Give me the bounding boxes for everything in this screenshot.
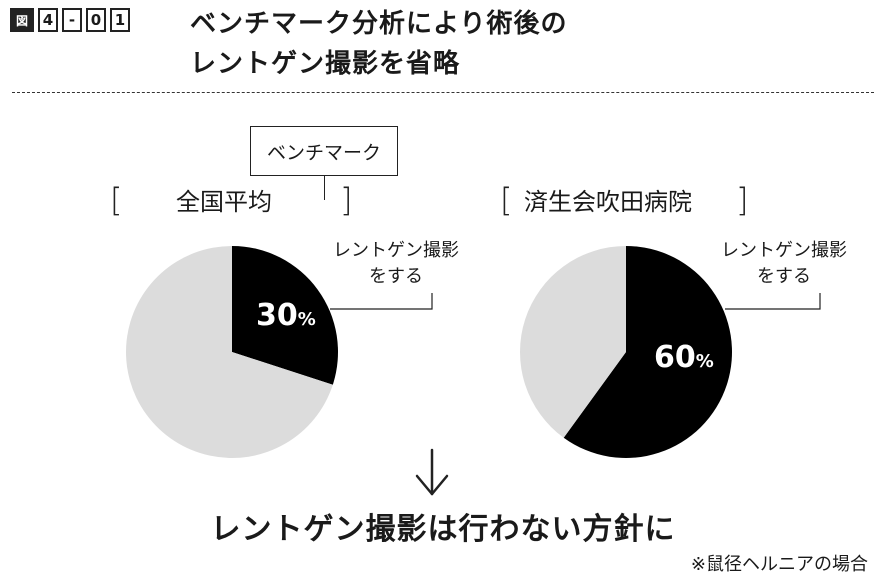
data-label-hospital: 60% — [654, 340, 714, 375]
figure-char: 0 — [86, 8, 106, 32]
leader-line-hospital — [725, 293, 821, 310]
chart-title-national: 全国平均 — [176, 188, 272, 216]
bracket-open: [ — [110, 181, 123, 219]
data-label-unit: % — [695, 351, 714, 372]
benchmark-connector — [324, 176, 325, 200]
chart-title-hospital: 済生会吹田病院 — [524, 188, 692, 216]
title-line-2: レントゲン撮影を省略 — [190, 49, 461, 79]
figure-char: 1 — [110, 8, 130, 32]
callout-line: をする — [757, 266, 811, 287]
divider — [12, 92, 874, 93]
leader-line-national — [330, 293, 433, 310]
figure-prefix: 図 — [10, 8, 34, 32]
bracket-close: ] — [340, 181, 353, 219]
pie-chart-hospital — [520, 246, 732, 458]
bracket-close: ] — [736, 181, 749, 219]
data-label-national: 30% — [256, 298, 316, 333]
callout-hospital: レントゲン撮影 をする — [704, 238, 864, 290]
conclusion-text: レントゲン撮影は行わない方針に — [210, 512, 676, 547]
callout-line: をする — [369, 266, 423, 287]
figure-label: 図 4 - 0 1 — [10, 8, 130, 32]
callout-line: レントゲン撮影 — [721, 240, 847, 261]
footnote: ※鼠径ヘルニアの場合 — [690, 554, 868, 575]
callout-line: レントゲン撮影 — [333, 240, 459, 261]
down-arrow-icon — [415, 448, 449, 496]
data-label-value: 60 — [654, 340, 696, 375]
pie-slice-xray — [563, 246, 732, 458]
figure-char: - — [62, 8, 82, 32]
data-label-unit: % — [297, 309, 316, 330]
pie-slice-xray — [232, 246, 338, 385]
pie-slice-rest — [126, 245, 333, 458]
pie-slice-rest — [520, 246, 626, 438]
figure-title: ベンチマーク分析により術後の レントゲン撮影を省略 — [190, 4, 567, 84]
benchmark-tag: ベンチマーク — [250, 126, 398, 176]
title-line-1: ベンチマーク分析により術後の — [190, 9, 568, 39]
figure-char: 4 — [38, 8, 58, 32]
pie-chart-national — [126, 245, 338, 458]
data-label-value: 30 — [256, 298, 298, 333]
callout-national: レントゲン撮影 をする — [316, 238, 476, 290]
bracket-open: [ — [500, 181, 513, 219]
